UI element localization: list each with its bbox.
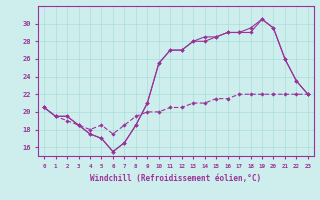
X-axis label: Windchill (Refroidissement éolien,°C): Windchill (Refroidissement éolien,°C) bbox=[91, 174, 261, 183]
